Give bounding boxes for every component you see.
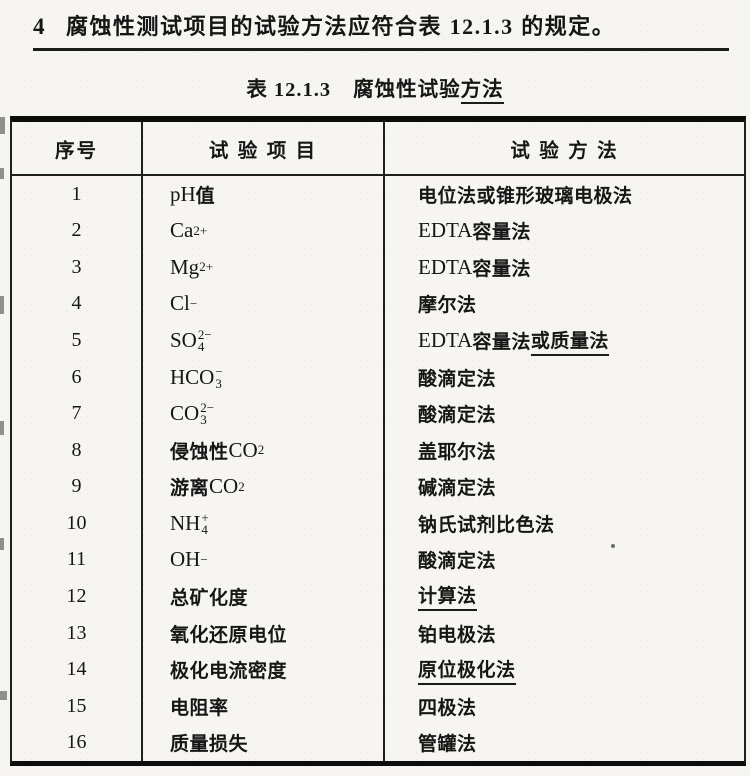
test-method-cell: 酸滴定法 [418, 405, 497, 427]
row-number-cell: 15 [12, 687, 143, 725]
scan-artifact [0, 168, 4, 179]
table-row: 7 CO 2− 3 酸滴定法 [12, 395, 744, 432]
test-method-cell: 铂电极法 [418, 624, 497, 646]
test-item-cell: 极化电流密度 [143, 651, 385, 688]
test-method-cell: 摩尔法 [418, 295, 477, 317]
scan-artifact [0, 117, 5, 134]
row-number-cell: 2 [12, 212, 143, 250]
stacked-supsub: 2− 4 [197, 327, 212, 355]
table-row: 9 游离 CO 2 碱滴定法 [12, 468, 744, 506]
table-title-underlined: 方法 [460, 78, 504, 104]
test-item-cell: 电阻率 [143, 687, 385, 725]
header-cell-number: 序号 [12, 122, 143, 174]
test-item-cell: NH +4 [143, 505, 385, 542]
table-row: 4 Cl − 摩尔法 [12, 285, 744, 323]
test-item-cell: 氧化还原电位 [143, 614, 385, 652]
test-method-cell: 管罐法 [418, 734, 477, 756]
test-item-cell: Cl − [143, 285, 385, 323]
row-number-cell: 11 [12, 541, 143, 579]
table-title-label: 表 [246, 78, 268, 101]
test-method-cell: 四极法 [418, 697, 477, 719]
row-number-cell: 6 [12, 358, 143, 396]
row-number-cell: 3 [12, 249, 143, 286]
test-item-cell: Ca 2+ [143, 212, 385, 250]
table-row: 15 电阻率 四极法 [12, 687, 744, 725]
row-number-cell: 7 [12, 395, 143, 432]
clause-text: 腐蚀性测试项目的试验方法应符合表 [66, 14, 450, 39]
table-row: 11 OH − 酸滴定法 [12, 541, 744, 579]
table-row: 10 NH +4 钠氏试剂比色法 [12, 505, 744, 542]
row-number-cell: 4 [12, 285, 143, 323]
test-item-cell: OH − [143, 541, 385, 579]
table-row: 1 pH 值 电位法或锥形玻璃电极法 [12, 176, 744, 213]
test-item-cell: HCO −3 [143, 358, 385, 396]
table-title-text: 腐蚀性试验 [353, 78, 461, 101]
test-method-cell: EDTA 容量法 [418, 218, 531, 244]
test-item-cell: SO 2− 4 [143, 322, 385, 359]
table-row: 5 SO 2− 4 EDTA 容量法 或质量法 [12, 322, 744, 359]
test-item-cell: 侵蚀性 CO 2 [143, 431, 385, 469]
table-reference-number: 12.1.3 [449, 14, 514, 39]
clause-heading: 4 腐蚀性测试项目的试验方法应符合表 12.1.3 的规定。 [33, 9, 729, 51]
row-number-cell: 1 [12, 176, 143, 213]
stacked-supsub: 2− 3 [200, 400, 215, 428]
row-number-cell: 9 [12, 468, 143, 506]
test-item-cell: CO 2− 3 [143, 395, 385, 432]
row-number-cell: 5 [12, 322, 143, 359]
table-body: 1 pH 值电位法或锥形玻璃电极法 2 Ca 2+ EDTA 容量法 3 Mg 2+ EDTA 容… [12, 176, 744, 761]
scan-artifact [0, 421, 4, 435]
scan-artifact [0, 538, 4, 550]
table-header-row: 序号 试 验 项 目 试 验 方 法 [12, 122, 744, 176]
test-method-cell: 盖耶尔法 [418, 441, 497, 463]
table-title: 表 12.1.3 腐蚀性试验方法 [0, 72, 750, 104]
test-method-cell: 钠氏试剂比色法 [418, 514, 555, 536]
stacked-supsub: +4 [201, 509, 209, 537]
test-item-cell: pH 值 [143, 176, 385, 213]
test-method-cell: EDTA 容量法 或质量法 [385, 322, 744, 359]
test-method-cell: 酸滴定法 [418, 551, 497, 573]
row-number-cell: 13 [12, 614, 143, 652]
test-method-cell: 电位法或锥形玻璃电极法 [418, 185, 633, 207]
test-item-cell: 游离 CO 2 [143, 468, 385, 506]
row-number-cell: 8 [12, 431, 143, 469]
row-number-cell: 14 [12, 651, 143, 688]
table-row: 6 HCO −3 酸滴定法 [12, 358, 744, 396]
table-row: 2 Ca 2+ EDTA 容量法 [12, 212, 744, 250]
row-number-cell: 16 [12, 724, 143, 761]
test-item-cell: Mg 2+ [143, 249, 385, 286]
test-methods-table: 序号 试 验 项 目 试 验 方 法 1 pH 值 电位法或锥形玻璃电极法 2 Ca 2+… [10, 116, 746, 766]
table-row: 3 Mg 2+ EDTA 容量法 [12, 249, 744, 286]
table-row: 13 氧化还原电位 铂电极法 [12, 614, 744, 652]
header-cell-test-item: 试 验 项 目 [143, 122, 385, 174]
test-method-cell: 碱滴定法 [418, 478, 497, 500]
test-item-cell: 质量损失 [143, 724, 385, 761]
table-title-number: 12.1.3 [273, 79, 332, 101]
test-item-cell: 总矿化度 [143, 578, 385, 615]
header-cell-test-method: 试 验 方 法 [510, 139, 619, 162]
scan-speck [611, 544, 615, 548]
stacked-supsub: −3 [215, 363, 223, 391]
row-number-cell: 10 [12, 505, 143, 542]
scan-artifact [0, 296, 4, 314]
clause-text-tail: 的规定。 [513, 14, 616, 39]
test-method-cell: EDTA 容量法 [418, 254, 531, 280]
test-method-cell: 原位极化法 [385, 651, 744, 688]
scan-artifact [0, 691, 7, 700]
row-number-cell: 12 [12, 578, 143, 615]
test-method-cell: 酸滴定法 [418, 368, 497, 390]
table-row: 16 质量损失 管罐法 [12, 724, 744, 761]
table-row: 14 极化电流密度 原位极化法 [12, 651, 744, 688]
clause-number: 4 [33, 14, 46, 39]
test-method-cell: 计算法 [385, 578, 744, 615]
table-row: 12 总矿化度 计算法 [12, 578, 744, 615]
table-row: 8 侵蚀性 CO 2 盖耶尔法 [12, 431, 744, 469]
